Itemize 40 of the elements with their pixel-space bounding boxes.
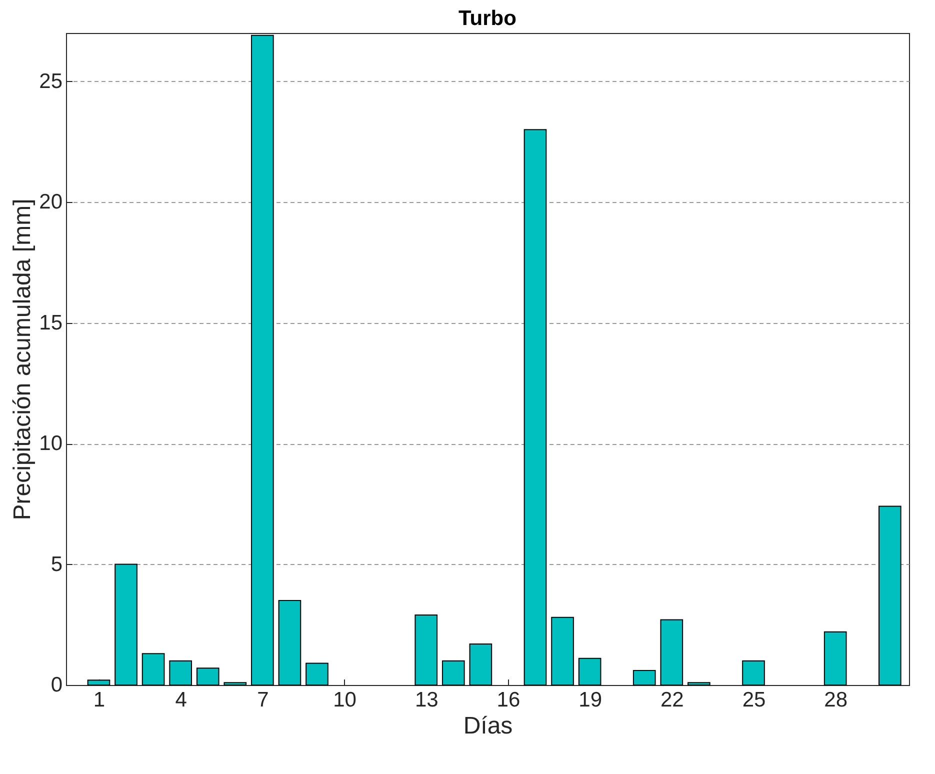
x-axis-title: Días: [463, 712, 513, 740]
x-tick-label: 25: [742, 688, 766, 712]
bar: [442, 660, 465, 686]
bar: [224, 682, 247, 686]
x-tick-label: 10: [333, 688, 356, 712]
bar: [742, 660, 765, 686]
bar: [278, 600, 302, 686]
x-tick-label: 22: [660, 688, 684, 712]
x-tick-label: 16: [496, 688, 520, 712]
bar: [878, 506, 902, 686]
x-tick-label: 28: [824, 688, 848, 712]
y-tick-label: 5: [50, 552, 62, 576]
chart-title: Turbo: [458, 7, 516, 30]
x-tick-label: 7: [257, 688, 269, 712]
bar: [196, 668, 220, 686]
bar: [551, 616, 574, 686]
bar: [87, 680, 110, 686]
bar: [114, 564, 138, 686]
bar: [469, 643, 492, 686]
bar: [578, 658, 602, 686]
bar: [524, 129, 547, 686]
bar: [824, 631, 847, 686]
bar: [251, 34, 274, 686]
y-tick-label: 10: [39, 432, 62, 456]
bar: [414, 614, 438, 686]
x-tick-label: 19: [578, 688, 602, 712]
x-tick-label: 1: [93, 688, 106, 712]
x-tick-label: 4: [175, 688, 188, 712]
y-tick-label: 20: [39, 190, 62, 214]
bar: [632, 670, 656, 686]
bar: [688, 682, 710, 686]
bar: [169, 660, 192, 686]
bar: [660, 619, 684, 686]
bar: [142, 653, 165, 686]
y-tick-label: 25: [39, 70, 62, 93]
y-tick-label: 15: [39, 311, 62, 334]
bar: [306, 662, 328, 686]
y-tick-label: 0: [50, 674, 62, 696]
x-tick-label: 13: [414, 688, 438, 712]
y-axis-title: Precipitación acumulada [mm]: [9, 198, 36, 520]
